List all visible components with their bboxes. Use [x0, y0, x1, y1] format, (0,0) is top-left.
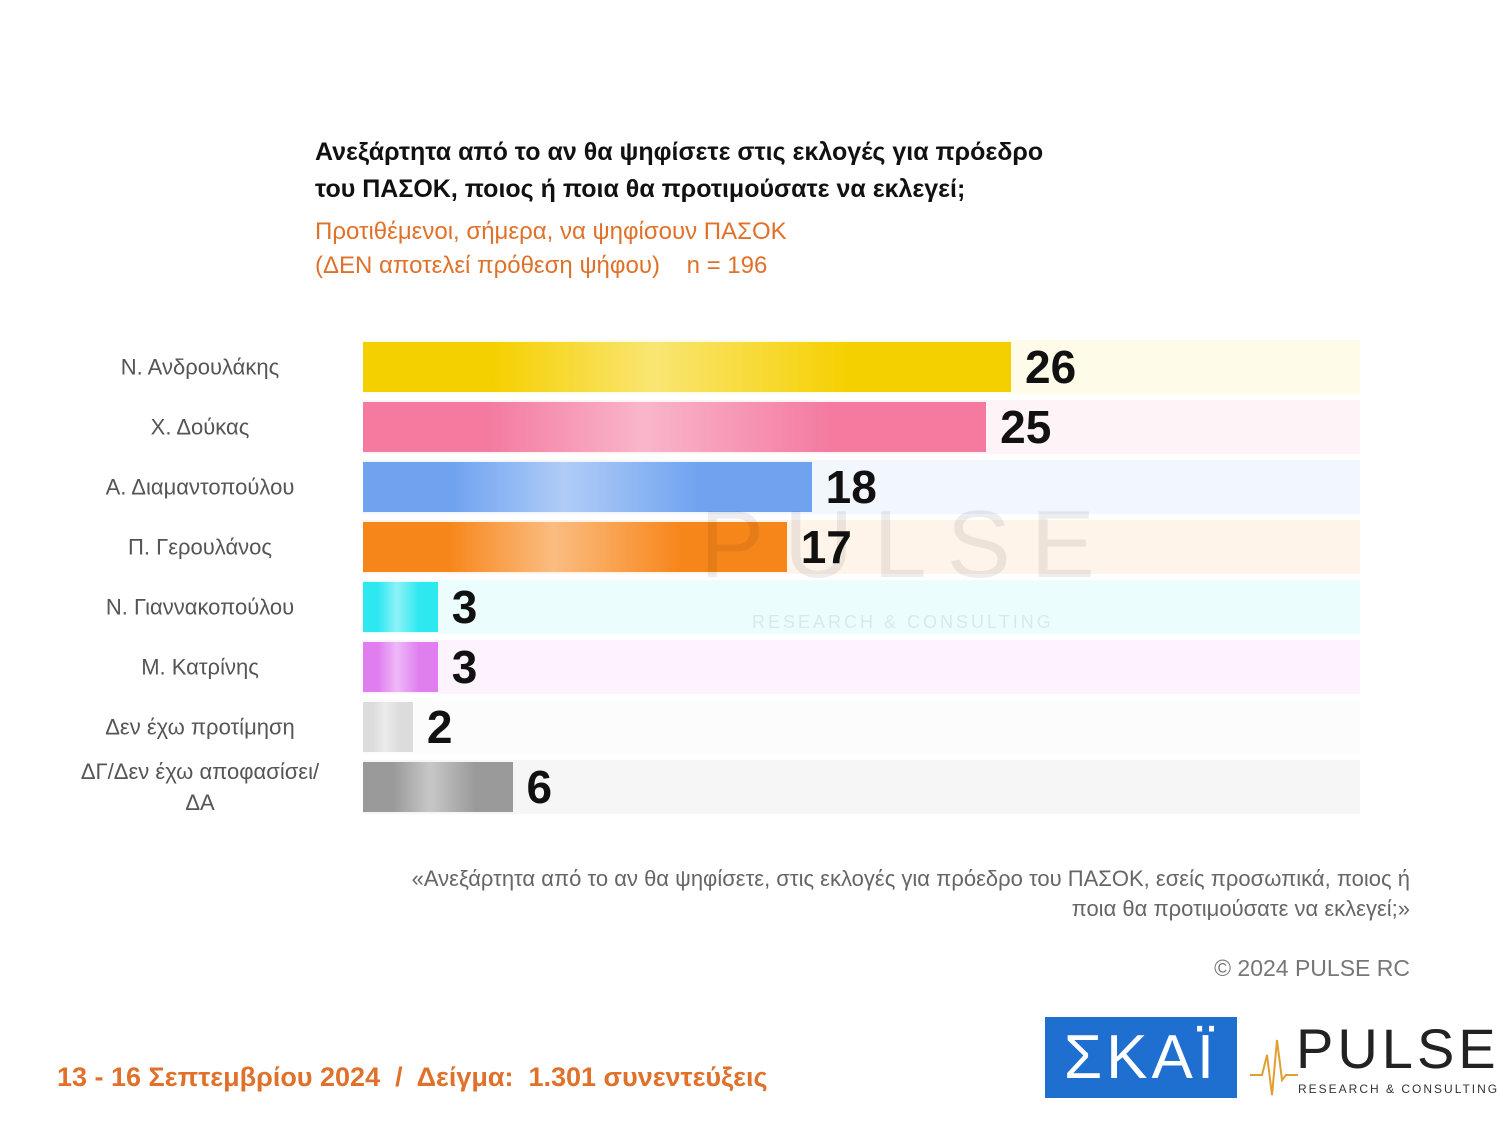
chart-title: Ανεξάρτητα από το αν θα ψηφίσετε στις εκ…: [315, 138, 1044, 166]
category-label: Ν. Ανδρουλάκης: [120, 354, 280, 380]
watermark: PULSE: [700, 491, 1115, 598]
bar-track: [363, 580, 1360, 634]
category-label: Α. Διαμαντοπούλου: [105, 474, 295, 500]
bar-track: [363, 640, 1360, 694]
bar: [363, 762, 513, 812]
bar-track: [363, 700, 1360, 754]
subtitle: (ΔΕΝ αποτελεί πρόθεση ψήφου) n = 196: [315, 252, 768, 279]
value-label: 18: [825, 461, 877, 513]
value-label: 17: [800, 521, 852, 573]
bar: [363, 642, 438, 692]
bar: [363, 702, 413, 752]
bar: [363, 462, 812, 512]
watermark: RESEARCH & CONSULTING: [752, 612, 1054, 632]
note: «Ανεξάρτητα από το αν θα ψηφίσετε, στις …: [411, 866, 1410, 921]
footer: 13 - 16 Σεπτεμβρίου 2024 / Δείγμα: 1.301…: [57, 1062, 768, 1092]
pulse-icon: [1250, 1039, 1298, 1096]
category-label: Ν. Γιαννακοπούλου: [105, 594, 295, 620]
category-label: Μ. Κατρίνης: [141, 654, 259, 680]
value-label: 2: [426, 701, 453, 753]
category-label: Π. Γερουλάνος: [127, 534, 273, 560]
category-label: Χ. Δούκας: [150, 414, 250, 440]
chart-title: του ΠΑΣΟΚ, ποιος ή ποια θα προτιμούσατε …: [315, 175, 966, 203]
category-label: Δεν έχω προτίμηση: [105, 714, 295, 740]
value-label: 3: [451, 581, 478, 633]
bar: [363, 402, 987, 452]
bar-track: [363, 760, 1360, 814]
category-label: ΔΓ/Δεν έχω αποφασίσει/ΔΑ: [80, 759, 320, 815]
subtitle: Προτιθέμενοι, σήμερα, να ψηφίσουν ΠΑΣΟΚ: [315, 218, 787, 245]
pulse-logo: PULSE: [1296, 1017, 1500, 1080]
bar: [363, 342, 1012, 392]
value-label: 25: [1000, 401, 1052, 453]
pulse-tagline: RESEARCH & CONSULTING: [1298, 1082, 1500, 1096]
copyright: © 2024 PULSE RC: [1214, 955, 1410, 981]
bar: [363, 522, 787, 572]
bar: [363, 582, 438, 632]
skai-logo: ΣΚΑΪ: [1045, 1017, 1237, 1098]
value-label: 3: [451, 641, 478, 693]
value-label: 6: [526, 761, 553, 813]
value-label: 26: [1025, 341, 1077, 393]
